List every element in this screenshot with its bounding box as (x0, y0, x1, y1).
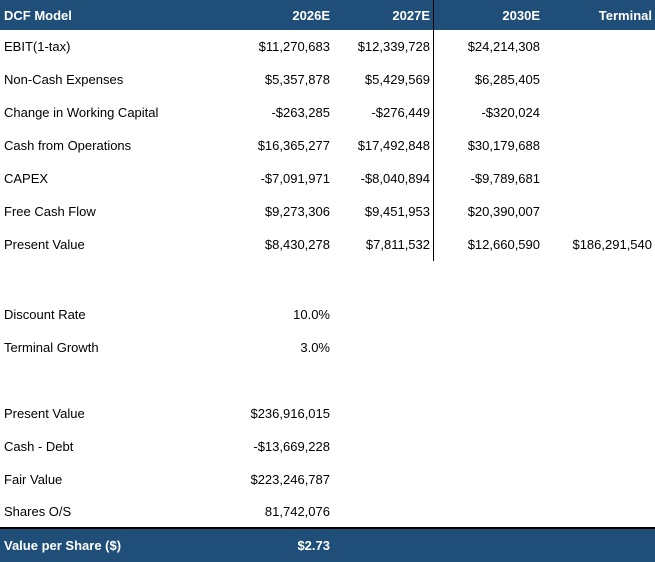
column-header-2030e: 2030E (502, 7, 540, 23)
row-label: Terminal Growth (4, 340, 99, 355)
cell-value: 81,742,076 (264, 504, 330, 519)
value-per-share-label: Value per Share ($) (4, 538, 122, 553)
column-header-terminal: Terminal (598, 7, 652, 23)
column-header-2026e: 2026E (292, 7, 330, 23)
table-row: Change in Working Capital -$263,285 -$27… (0, 96, 655, 129)
cell-value: $12,660,590 (467, 237, 540, 252)
cell-value: $223,246,787 (250, 472, 330, 487)
cell-value: $7,811,532 (365, 237, 430, 252)
table-row: CAPEX -$7,091,971 -$8,040,894 -$9,789,68… (0, 162, 655, 195)
table-row: EBIT(1-tax) $11,270,683 $12,339,728 $24,… (0, 30, 655, 63)
table-row: Present Value $8,430,278 $7,811,532 $12,… (0, 228, 655, 261)
table-title: DCF Model (4, 7, 72, 23)
cell-value: $20,390,007 (467, 204, 540, 219)
row-label: Discount Rate (4, 307, 86, 322)
cell-value: $24,214,308 (467, 39, 540, 54)
section-gap (0, 261, 655, 298)
cell-value: $5,357,878 (264, 72, 330, 87)
cell-value: $12,339,728 (357, 39, 430, 54)
cell-value: $236,916,015 (250, 406, 330, 421)
table-row: Discount Rate 10.0% (0, 298, 655, 331)
cell-value: -$263,285 (271, 105, 330, 120)
table-row: Cash - Debt -$13,669,228 (0, 430, 655, 463)
cell-value: $30,179,688 (467, 138, 540, 153)
table-row: Fair Value $223,246,787 (0, 463, 655, 496)
row-label: Present Value (4, 406, 85, 421)
cell-value: $16,365,277 (257, 138, 330, 153)
cell-value: $8,430,278 (264, 237, 330, 252)
cell-value: -$8,040,894 (360, 171, 430, 186)
table-row: Free Cash Flow $9,273,306 $9,451,953 $20… (0, 195, 655, 228)
section-gap (0, 364, 655, 397)
column-divider-line (433, 0, 434, 261)
cell-value: -$276,449 (371, 105, 430, 120)
cell-value: 10.0% (293, 307, 330, 322)
row-label: Shares O/S (4, 504, 72, 519)
cell-value: -$13,669,228 (253, 439, 330, 454)
row-label: EBIT(1-tax) (4, 39, 71, 54)
cell-value: $17,492,848 (357, 138, 430, 153)
row-label: Cash from Operations (4, 138, 132, 153)
cell-value: $9,451,953 (364, 204, 430, 219)
column-header-2027e: 2027E (392, 7, 430, 23)
table-row: Shares O/S 81,742,076 (0, 496, 655, 527)
table-row: Cash from Operations $16,365,277 $17,492… (0, 129, 655, 162)
table-row: Terminal Growth 3.0% (0, 331, 655, 364)
row-label: Free Cash Flow (4, 204, 96, 219)
cell-value: -$320,024 (481, 105, 540, 120)
cell-value: $11,270,683 (258, 39, 330, 54)
row-label: CAPEX (4, 171, 49, 186)
row-label: Non-Cash Expenses (4, 72, 124, 87)
footer-row: Value per Share ($) $2.73 (0, 527, 655, 562)
cell-value: 3.0% (300, 340, 330, 355)
row-label: Present Value (4, 237, 85, 252)
cell-value: -$9,789,681 (470, 171, 540, 186)
cell-value: -$7,091,971 (260, 171, 330, 186)
table-row: Present Value $236,916,015 (0, 397, 655, 430)
row-label: Fair Value (4, 472, 63, 487)
value-per-share-value: $2.73 (297, 538, 330, 553)
row-label: Change in Working Capital (4, 105, 159, 120)
cell-value: $9,273,306 (264, 204, 330, 219)
cell-value: $6,285,405 (474, 72, 540, 87)
row-label: Cash - Debt (4, 439, 74, 454)
table-row: Non-Cash Expenses $5,357,878 $5,429,569 … (0, 63, 655, 96)
header-row: DCF Model 2026E 2027E 2030E Terminal (0, 0, 655, 30)
cell-value: $5,429,569 (364, 72, 430, 87)
cell-value: $186,291,540 (572, 237, 652, 252)
